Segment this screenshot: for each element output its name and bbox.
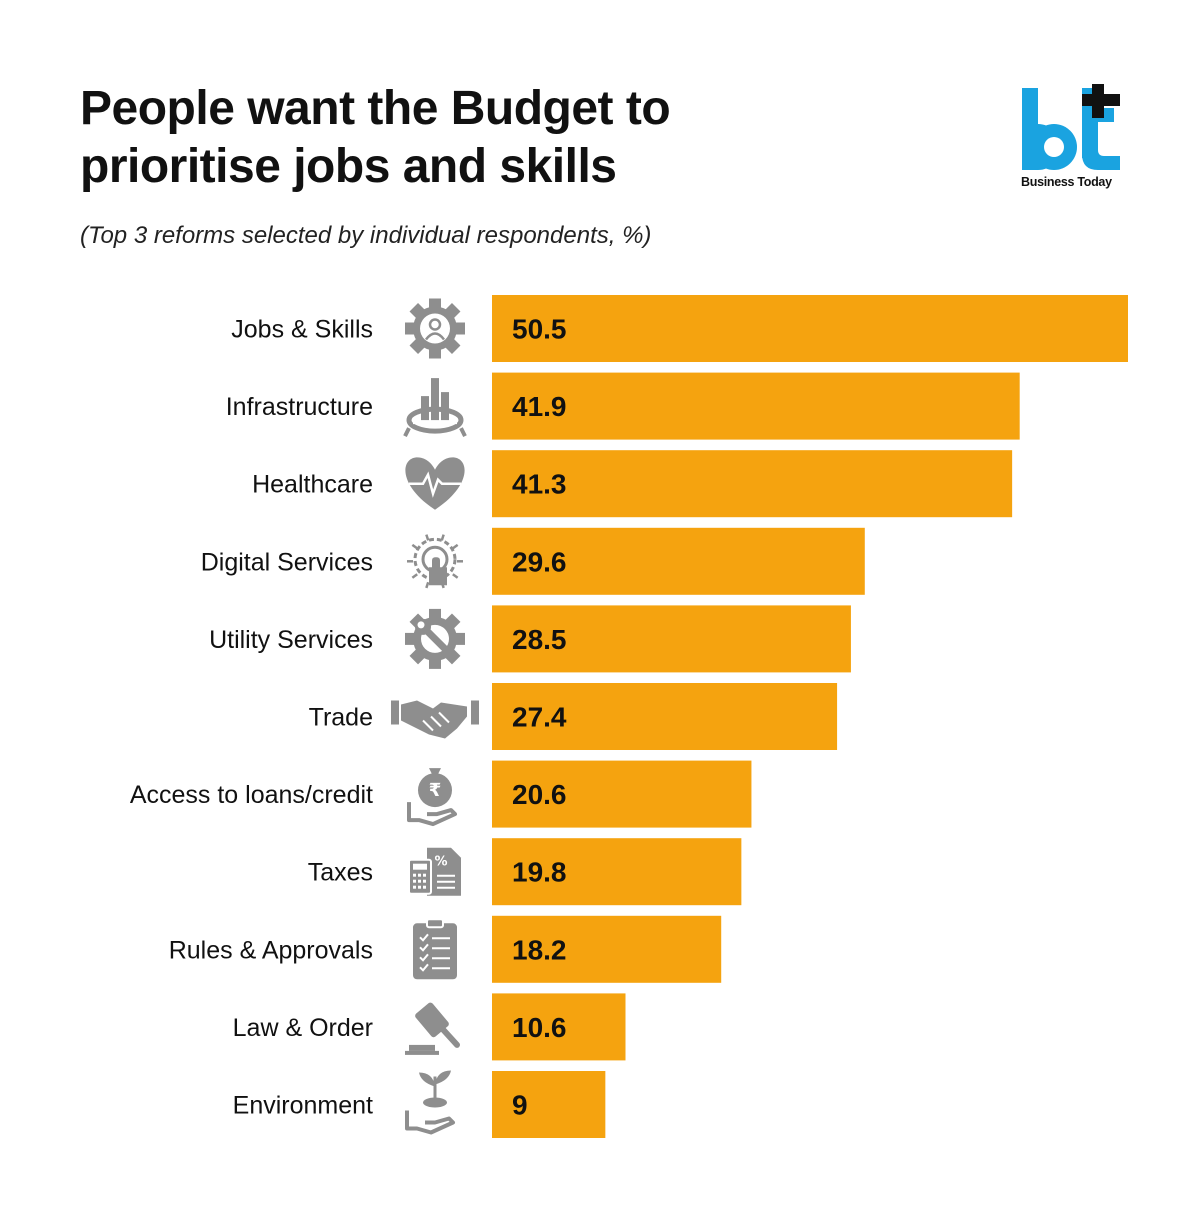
category-label: Environment	[233, 1092, 373, 1120]
bar	[492, 683, 838, 750]
bar	[492, 295, 1128, 362]
bar-value-label: 29.6	[512, 546, 567, 577]
bar	[492, 760, 752, 828]
bar-value-label: 10.6	[512, 1012, 567, 1043]
category-label: Law & Order	[233, 1014, 373, 1042]
bar-value-label: 18.2	[512, 934, 567, 965]
handshake-icon	[391, 700, 479, 739]
category-label: Healthcare	[252, 471, 373, 499]
gear-person-icon	[405, 298, 465, 359]
category-label: Infrastructure	[226, 393, 373, 421]
category-label: Trade	[309, 704, 373, 732]
bar-value-label: 41.3	[512, 469, 567, 500]
chart-subtitle: (Top 3 reforms selected by individual re…	[80, 222, 652, 249]
wrench-gear-icon	[405, 608, 465, 669]
category-label: Digital Services	[201, 548, 373, 576]
chart-title-line-2: prioritise jobs and skills	[80, 140, 617, 193]
category-label: Access to loans/credit	[130, 781, 373, 809]
heart-pulse-icon	[405, 457, 465, 510]
svg-text:%: %	[434, 855, 447, 870]
tax-calculator-icon: %	[408, 847, 461, 896]
digital-touch-icon	[407, 534, 463, 589]
category-label: Rules & Approvals	[169, 936, 373, 964]
checklist-clipboard-icon	[413, 918, 457, 980]
bar	[492, 993, 626, 1061]
bar-value-label: 50.5	[512, 314, 567, 345]
bar	[492, 450, 1013, 518]
bar	[492, 1071, 606, 1138]
gavel-icon	[405, 1002, 460, 1055]
bar-value-label: 28.5	[512, 624, 567, 655]
bar-value-label: 41.9	[512, 391, 567, 422]
svg-text:₹: ₹	[429, 780, 442, 801]
bar	[492, 527, 865, 595]
chart-title-line-1: People want the Budget to	[80, 82, 671, 135]
category-label: Jobs & Skills	[231, 316, 373, 344]
chart-title: People want the Budget to prioritise job…	[80, 80, 900, 196]
brand-name: Business Today	[1021, 175, 1112, 189]
bar-value-label: 27.4	[512, 702, 567, 733]
bar-value-label: 19.8	[512, 857, 567, 888]
bar	[492, 372, 1020, 440]
bar-value-label: 9	[512, 1090, 528, 1121]
plant-hand-icon	[405, 1070, 455, 1135]
category-label: Taxes	[308, 859, 373, 887]
city-buildings-icon	[403, 378, 467, 437]
logo-t-hook	[1082, 150, 1120, 170]
bar-value-label: 20.6	[512, 779, 567, 810]
business-today-logo	[1022, 84, 1120, 170]
logo-plus-h	[1082, 94, 1120, 106]
bar	[492, 838, 742, 906]
money-bag-hand-icon: ₹	[407, 768, 457, 827]
bar	[492, 915, 722, 983]
bar	[492, 605, 851, 673]
category-label: Utility Services	[209, 626, 373, 654]
